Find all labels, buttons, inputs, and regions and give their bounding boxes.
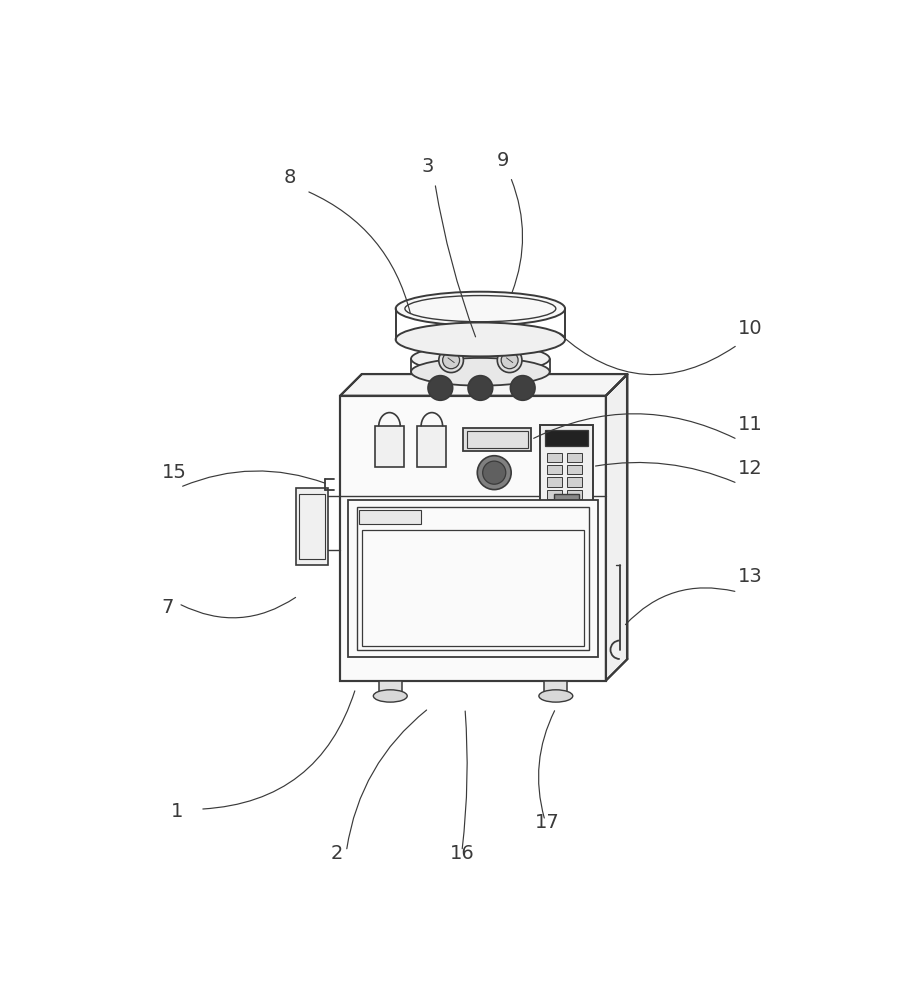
Text: 8: 8 <box>283 168 296 187</box>
Bar <box>540 425 593 508</box>
Bar <box>567 477 582 487</box>
Bar <box>547 490 562 499</box>
Circle shape <box>501 352 518 369</box>
Bar <box>296 488 328 565</box>
Text: 3: 3 <box>422 157 434 176</box>
Circle shape <box>510 376 535 400</box>
Circle shape <box>498 348 522 373</box>
Bar <box>547 477 562 487</box>
Circle shape <box>443 352 460 369</box>
Ellipse shape <box>374 690 407 702</box>
Bar <box>348 500 598 657</box>
Circle shape <box>468 376 492 400</box>
Bar <box>359 510 421 524</box>
Text: 9: 9 <box>497 151 509 170</box>
Bar <box>362 530 585 646</box>
Circle shape <box>428 376 452 400</box>
Bar <box>567 490 582 499</box>
Polygon shape <box>340 374 627 396</box>
Bar <box>547 465 562 474</box>
Ellipse shape <box>538 690 573 702</box>
Bar <box>544 681 567 693</box>
Text: 16: 16 <box>451 844 475 863</box>
Bar <box>357 507 589 650</box>
Text: 7: 7 <box>162 598 174 617</box>
Bar <box>466 431 529 448</box>
Bar <box>567 465 582 474</box>
Text: 13: 13 <box>738 567 762 586</box>
Text: 10: 10 <box>738 319 762 338</box>
Text: 2: 2 <box>331 844 343 863</box>
Ellipse shape <box>395 323 565 356</box>
Bar <box>299 494 325 559</box>
Bar <box>463 428 531 451</box>
Bar <box>340 396 605 681</box>
Text: 1: 1 <box>171 802 183 821</box>
Bar <box>545 430 588 446</box>
Bar <box>378 681 402 693</box>
Ellipse shape <box>411 358 549 386</box>
Text: 11: 11 <box>738 415 762 434</box>
Text: 12: 12 <box>738 459 762 478</box>
Ellipse shape <box>395 292 565 326</box>
Circle shape <box>477 456 511 490</box>
Text: 17: 17 <box>535 813 560 832</box>
Bar <box>375 426 405 466</box>
Bar <box>554 494 579 505</box>
Bar <box>567 453 582 462</box>
Bar <box>340 396 605 681</box>
Ellipse shape <box>411 345 549 373</box>
Bar <box>547 453 562 462</box>
Bar <box>417 426 446 466</box>
Circle shape <box>439 348 463 373</box>
Circle shape <box>482 461 506 484</box>
Text: 15: 15 <box>162 463 186 482</box>
Polygon shape <box>605 374 627 681</box>
